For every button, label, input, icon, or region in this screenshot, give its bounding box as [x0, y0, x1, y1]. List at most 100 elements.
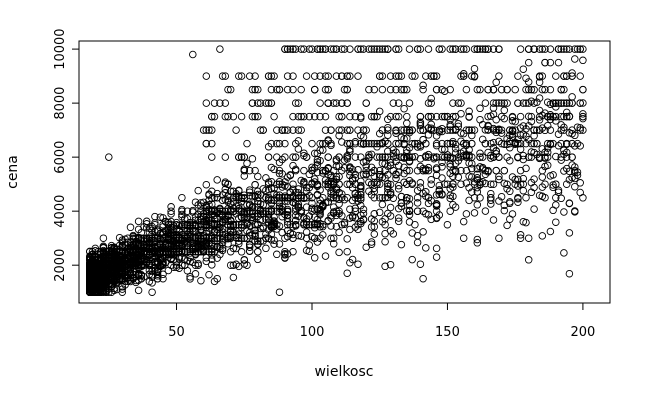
data-point — [346, 225, 354, 234]
data-point — [275, 204, 284, 212]
data-point — [554, 45, 563, 53]
data-point — [432, 153, 441, 161]
data-point — [519, 186, 528, 195]
data-point — [465, 112, 473, 121]
data-point — [316, 72, 324, 80]
data-point — [343, 139, 351, 148]
data-point — [259, 201, 267, 209]
data-point — [254, 200, 262, 208]
data-point — [552, 218, 560, 226]
data-point — [487, 180, 495, 188]
data-point — [275, 166, 284, 175]
data-point — [403, 85, 411, 94]
data-point — [218, 244, 227, 253]
data-point — [457, 180, 465, 188]
data-point — [343, 85, 351, 94]
data-point — [476, 45, 484, 53]
data-point — [543, 139, 552, 148]
data-point — [375, 45, 384, 53]
data-point — [259, 126, 267, 134]
data-point — [300, 149, 308, 157]
data-point — [291, 99, 300, 107]
data-point — [546, 45, 555, 53]
data-point — [208, 187, 216, 196]
data-point — [451, 45, 460, 53]
data-point — [229, 112, 238, 121]
y-axis: 2000 4000 6000 8000 10000 — [53, 28, 80, 282]
data-point — [546, 227, 555, 236]
data-point — [381, 262, 389, 271]
data-point — [218, 72, 227, 80]
data-point — [332, 45, 341, 53]
data-point — [237, 112, 246, 121]
data-point — [367, 238, 376, 246]
data-point — [522, 74, 530, 82]
data-point — [264, 218, 273, 227]
data-point — [524, 78, 533, 86]
data-point — [262, 230, 270, 238]
data-point — [522, 218, 530, 227]
data-point — [199, 126, 208, 134]
data-point — [424, 112, 433, 121]
data-point — [492, 126, 500, 134]
data-point — [495, 153, 503, 161]
data-point — [264, 72, 273, 80]
data-point — [408, 126, 416, 134]
data-point — [270, 112, 278, 121]
data-point — [245, 191, 254, 200]
data-point — [378, 45, 387, 53]
data-point — [291, 139, 300, 148]
data-point — [329, 45, 338, 53]
data-point — [576, 99, 584, 107]
data-point — [454, 122, 463, 131]
data-point — [573, 45, 582, 53]
data-point — [576, 188, 584, 197]
data-point — [248, 85, 257, 94]
data-point — [291, 45, 300, 53]
data-point — [324, 164, 332, 172]
data-point — [232, 193, 240, 202]
data-point — [446, 85, 454, 94]
data-point — [549, 112, 557, 121]
data-point — [262, 244, 270, 253]
data-point — [132, 270, 140, 279]
data-point — [205, 247, 213, 256]
data-point — [378, 200, 387, 209]
data-point — [218, 234, 227, 242]
data-point — [140, 240, 148, 249]
data-point — [427, 126, 435, 134]
data-point — [394, 204, 403, 213]
data-point — [297, 85, 305, 94]
data-point — [381, 220, 389, 229]
data-point — [489, 138, 498, 147]
data-point — [310, 254, 319, 262]
data-point — [115, 251, 124, 260]
data-point — [205, 220, 213, 229]
data-point — [394, 185, 403, 193]
data-point — [221, 153, 230, 161]
data-point — [237, 153, 246, 161]
data-point — [557, 112, 565, 121]
data-point — [392, 174, 400, 183]
data-point — [565, 229, 574, 237]
data-point — [338, 72, 346, 80]
data-point — [327, 126, 335, 134]
data-point — [126, 223, 135, 232]
data-point — [99, 243, 108, 252]
data-point — [348, 196, 357, 205]
data-point — [492, 78, 500, 87]
data-point — [235, 262, 243, 271]
data-point — [392, 157, 400, 166]
data-point — [519, 99, 528, 107]
data-point — [270, 184, 278, 193]
data-point — [579, 112, 587, 121]
data-point — [340, 45, 349, 53]
data-point — [283, 85, 292, 94]
data-point — [427, 175, 435, 184]
data-point — [210, 99, 219, 107]
data-point — [543, 161, 552, 170]
data-point — [142, 220, 151, 228]
data-point — [487, 193, 495, 202]
data-point — [435, 45, 444, 53]
x-tick-label: 200 — [570, 325, 595, 340]
